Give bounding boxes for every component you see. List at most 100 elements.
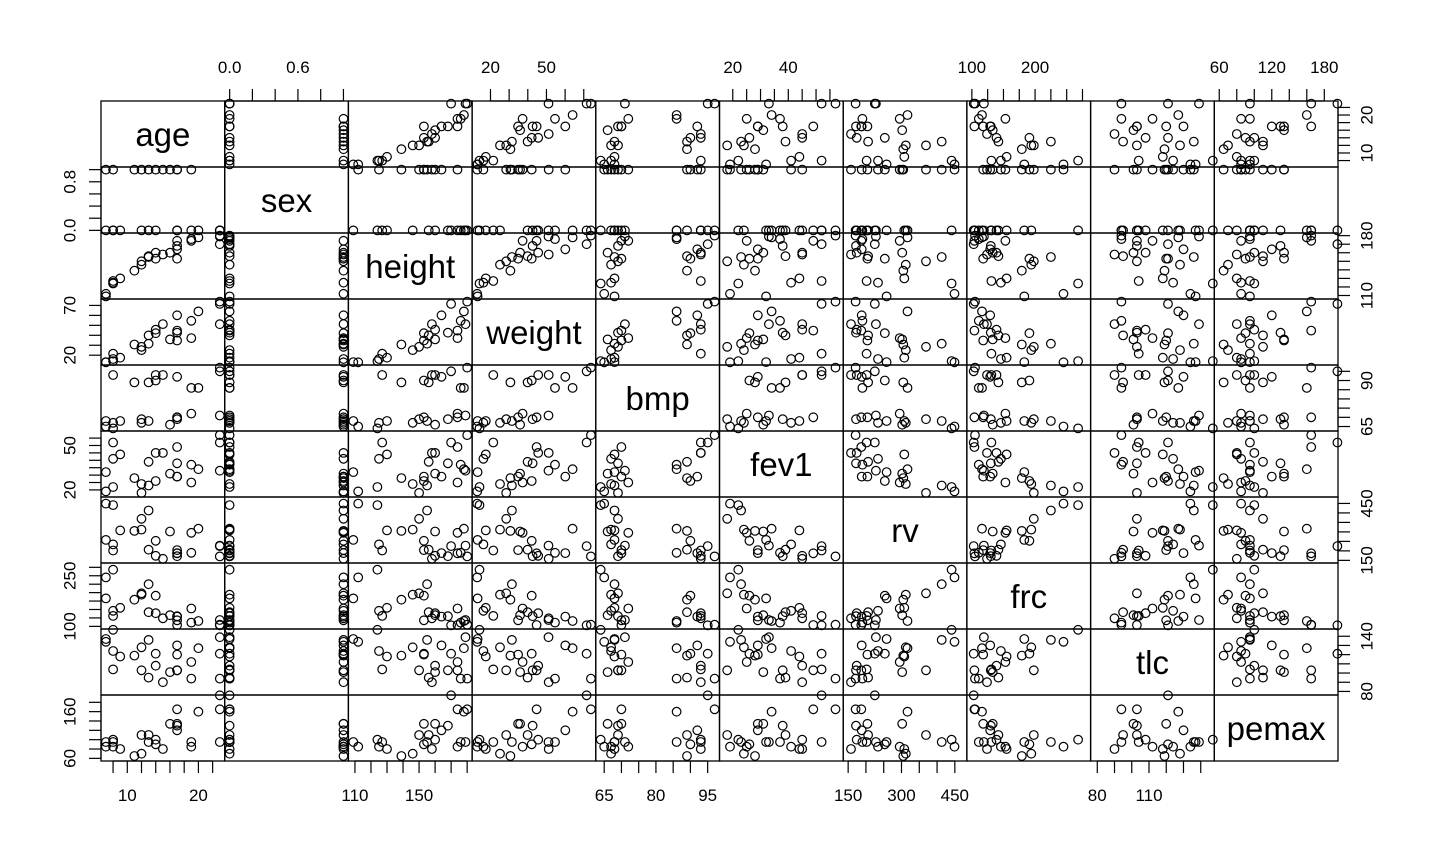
point-pemax-vs-frc-17 bbox=[985, 725, 996, 736]
point-height-vs-sex-4 bbox=[224, 276, 235, 286]
point-bmp-vs-tlc-20 bbox=[1116, 383, 1127, 393]
point-sex-vs-tlc-21 bbox=[1173, 225, 1184, 236]
point-weight-vs-frc-6 bbox=[1016, 339, 1027, 350]
point-weight-vs-age-14 bbox=[165, 334, 175, 345]
panel-tlc-fev1 bbox=[718, 628, 844, 696]
tick-label-bottom-height: 150 bbox=[405, 786, 433, 805]
point-pemax-vs-height-1 bbox=[353, 741, 364, 752]
point-rv-vs-pemax-9 bbox=[1244, 505, 1255, 516]
point-age-vs-sex-3 bbox=[338, 155, 349, 166]
point-rv-vs-fev1-20 bbox=[775, 547, 785, 558]
point-bmp-vs-frc-24 bbox=[968, 366, 979, 377]
point-rv-vs-height-16 bbox=[452, 548, 463, 559]
point-tlc-vs-frc-9 bbox=[1045, 635, 1056, 645]
point-pemax-vs-fev1-24 bbox=[816, 690, 827, 701]
point-weight-vs-tlc-23 bbox=[1194, 319, 1204, 330]
point-bmp-vs-weight-5 bbox=[480, 416, 491, 426]
point-age-vs-tlc-2 bbox=[1207, 155, 1218, 166]
point-sex-vs-frc-0 bbox=[1019, 225, 1030, 236]
point-frc-vs-weight-21 bbox=[567, 616, 578, 626]
point-weight-vs-pemax-7 bbox=[1258, 341, 1268, 352]
point-frc-vs-pemax-11 bbox=[1240, 590, 1251, 601]
point-age-vs-tlc-12 bbox=[1140, 132, 1151, 143]
point-fev1-vs-age-8 bbox=[136, 479, 147, 489]
point-frc-vs-rv-24 bbox=[869, 620, 880, 631]
point-tlc-vs-frc-11 bbox=[1024, 648, 1035, 659]
point-fev1-vs-height-2 bbox=[372, 482, 383, 492]
point-pemax-vs-tlc-3 bbox=[1168, 741, 1178, 752]
point-height-vs-age-6 bbox=[129, 265, 140, 276]
point-sex-vs-pemax-15 bbox=[1279, 164, 1289, 175]
point-sex-vs-fev1-17 bbox=[752, 164, 763, 175]
point-tlc-vs-rv-10 bbox=[863, 672, 873, 683]
point-fev1-vs-tlc-1 bbox=[1185, 486, 1196, 497]
point-sex-vs-rv-3 bbox=[873, 164, 883, 175]
point-fev1-vs-rv-11 bbox=[879, 476, 890, 486]
point-height-vs-fev1-18 bbox=[777, 240, 788, 251]
point-age-vs-sex-21 bbox=[224, 110, 235, 120]
point-tlc-vs-rv-1 bbox=[949, 636, 960, 647]
point-fev1-vs-pemax-16 bbox=[1306, 442, 1317, 452]
point-sex-vs-pemax-8 bbox=[1223, 225, 1233, 236]
point-sex-vs-pemax-19 bbox=[1236, 164, 1246, 175]
point-tlc-vs-sex-9 bbox=[338, 635, 349, 645]
point-age-vs-rv-11 bbox=[879, 132, 890, 143]
point-weight-vs-age-23 bbox=[214, 319, 225, 330]
point-rv-vs-age-15 bbox=[172, 545, 183, 555]
point-pemax-vs-weight-11 bbox=[526, 739, 537, 750]
point-pemax-vs-frc-9 bbox=[1045, 737, 1056, 747]
point-pemax-vs-age-24 bbox=[214, 690, 225, 701]
point-sex-vs-weight-3 bbox=[478, 164, 489, 175]
point-age-vs-pemax-21 bbox=[1301, 110, 1312, 120]
point-height-vs-frc-9 bbox=[1045, 252, 1056, 262]
point-height-vs-rv-7 bbox=[921, 256, 931, 267]
point-weight-vs-rv-4 bbox=[861, 348, 872, 359]
point-weight-vs-height-24 bbox=[446, 299, 457, 309]
point-height-vs-frc-6 bbox=[1016, 265, 1027, 276]
point-rv-vs-weight-23 bbox=[543, 540, 554, 551]
point-weight-vs-age-13 bbox=[157, 319, 168, 330]
point-age-vs-pemax-10 bbox=[1258, 136, 1268, 147]
point-pemax-vs-height-12 bbox=[430, 734, 441, 745]
point-age-vs-sex-10 bbox=[224, 136, 235, 147]
point-weight-vs-bmp-21 bbox=[671, 306, 682, 317]
point-frc-vs-tlc-0 bbox=[1190, 593, 1201, 604]
point-pemax-vs-height-7 bbox=[414, 730, 425, 740]
point-age-vs-rv-3 bbox=[873, 155, 883, 166]
point-age-vs-sex-9 bbox=[338, 136, 349, 147]
point-rv-vs-bmp-11 bbox=[685, 535, 696, 546]
point-age-vs-bmp-18 bbox=[613, 121, 623, 132]
point-pemax-vs-sex-22 bbox=[224, 704, 235, 715]
point-tlc-vs-height-2 bbox=[372, 624, 383, 635]
point-weight-vs-height-21 bbox=[459, 306, 469, 317]
point-age-vs-tlc-7 bbox=[1131, 140, 1142, 151]
point-tlc-vs-fev1-1 bbox=[725, 636, 735, 647]
point-weight-vs-frc-7 bbox=[1028, 341, 1039, 352]
point-sex-vs-frc-19 bbox=[1000, 164, 1011, 175]
point-fev1-vs-bmp-18 bbox=[613, 458, 623, 469]
point-weight-vs-fev1-21 bbox=[766, 306, 777, 317]
point-tlc-vs-weight-8 bbox=[495, 642, 505, 653]
tick-label-left-fev1: 20 bbox=[60, 480, 79, 499]
point-frc-vs-weight-9 bbox=[507, 579, 517, 590]
point-rv-vs-pemax-19 bbox=[1236, 527, 1246, 538]
point-fev1-vs-weight-9 bbox=[507, 480, 517, 491]
point-sex-vs-frc-11 bbox=[1024, 164, 1035, 175]
point-weight-vs-rv-9 bbox=[936, 338, 947, 349]
point-rv-vs-frc-10 bbox=[993, 544, 1004, 555]
point-tlc-vs-fev1-3 bbox=[786, 646, 796, 656]
point-height-vs-fev1-3 bbox=[786, 277, 796, 288]
panel-bmp-age bbox=[100, 364, 226, 432]
point-height-vs-sex-3 bbox=[338, 277, 349, 288]
panel-height-weight bbox=[471, 232, 597, 300]
point-height-vs-frc-4 bbox=[986, 276, 997, 286]
point-height-vs-bmp-11 bbox=[685, 253, 696, 264]
point-height-vs-sex-15 bbox=[338, 253, 349, 264]
point-fev1-vs-frc-18 bbox=[985, 458, 996, 469]
point-frc-vs-tlc-12 bbox=[1140, 608, 1151, 619]
point-rv-vs-sex-24 bbox=[224, 541, 235, 551]
point-frc-vs-height-7 bbox=[414, 588, 425, 599]
point-height-vs-sex-10 bbox=[224, 251, 235, 262]
point-pemax-vs-bmp-21 bbox=[671, 706, 682, 717]
point-sex-vs-age-18 bbox=[172, 225, 183, 236]
